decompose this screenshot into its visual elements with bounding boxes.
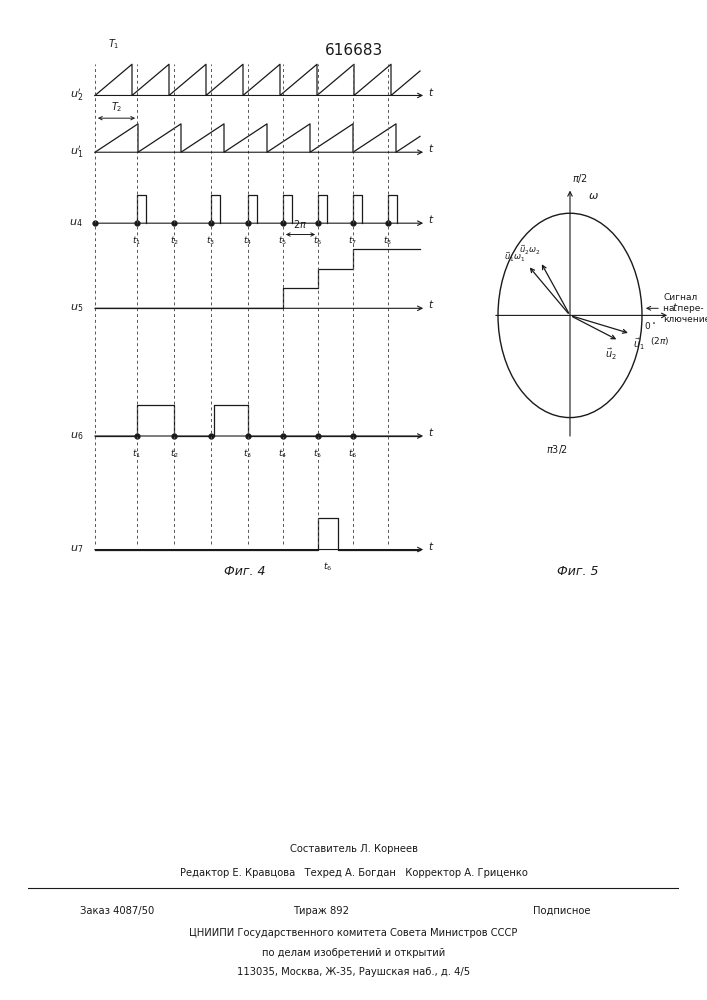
Text: по делам изобретений и открытий: по делам изобретений и открытий — [262, 948, 445, 958]
Text: $t_6$: $t_6$ — [313, 235, 322, 247]
Text: t: t — [428, 215, 432, 225]
Text: $t_2$: $t_2$ — [170, 447, 178, 460]
Text: $t_6$: $t_6$ — [349, 447, 358, 460]
Text: $\vec{u}_2$: $\vec{u}_2$ — [605, 346, 617, 362]
Text: $t_1$: $t_1$ — [132, 447, 141, 460]
Text: $u_7$: $u_7$ — [70, 544, 83, 555]
Text: $2\pi$: $2\pi$ — [293, 218, 308, 230]
Text: Фиг. 4: Фиг. 4 — [224, 565, 266, 578]
Text: $\vec{u}_1\omega_1$: $\vec{u}_1\omega_1$ — [504, 250, 526, 264]
Text: $T_2$: $T_2$ — [111, 100, 122, 114]
Text: t: t — [672, 303, 676, 313]
Text: $t_4$: $t_4$ — [243, 235, 252, 247]
Text: Тираж 892: Тираж 892 — [293, 906, 349, 916]
Text: $u_4$: $u_4$ — [69, 217, 83, 229]
Text: t: t — [428, 144, 432, 154]
Text: Составитель Л. Корнеев: Составитель Л. Корнеев — [289, 844, 418, 854]
Text: $t_5$: $t_5$ — [279, 235, 288, 247]
Text: $\pi 3/2$: $\pi 3/2$ — [546, 443, 568, 456]
Text: $t_8$: $t_8$ — [383, 235, 392, 247]
Text: Подписное: Подписное — [533, 906, 590, 916]
Text: $(2\pi)$: $(2\pi)$ — [650, 335, 670, 347]
Text: $T_1$: $T_1$ — [107, 38, 119, 51]
Text: Фиг. 5: Фиг. 5 — [557, 565, 599, 578]
Text: t: t — [428, 542, 432, 552]
Text: $t_4$: $t_4$ — [279, 447, 288, 460]
Text: t: t — [428, 300, 432, 310]
Text: Заказ 4087/50: Заказ 4087/50 — [81, 906, 155, 916]
Text: Сигнал
на пере-
ключение: Сигнал на пере- ключение — [663, 293, 707, 324]
Text: $t_2$: $t_2$ — [170, 235, 178, 247]
Text: 616683: 616683 — [325, 43, 382, 58]
Text: $\omega$: $\omega$ — [588, 191, 599, 201]
Text: $\vec{u}_1$: $\vec{u}_1$ — [633, 337, 645, 352]
Text: $u_6$: $u_6$ — [69, 430, 83, 442]
Text: $u_1'$: $u_1'$ — [70, 144, 83, 160]
Text: Редактор Е. Кравцова   Техред А. Богдан   Корректор А. Гриценко: Редактор Е. Кравцова Техред А. Богдан Ко… — [180, 868, 527, 878]
Text: $t_1$: $t_1$ — [132, 235, 141, 247]
Text: $t_5$: $t_5$ — [313, 447, 322, 460]
Text: t: t — [428, 428, 432, 438]
Text: $t_3$: $t_3$ — [243, 447, 252, 460]
Text: $u_5$: $u_5$ — [70, 302, 83, 314]
Text: $u_2'$: $u_2'$ — [70, 87, 83, 103]
Text: 113035, Москва, Ж-35, Раушская наб., д. 4/5: 113035, Москва, Ж-35, Раушская наб., д. … — [237, 967, 470, 977]
Text: $t_3$: $t_3$ — [206, 235, 216, 247]
Text: ЦНИИПИ Государственного комитета Совета Министров СССР: ЦНИИПИ Государственного комитета Совета … — [189, 928, 518, 938]
Text: $\vec{u}_2\omega_2$: $\vec{u}_2\omega_2$ — [519, 244, 540, 257]
Text: $\pi/2$: $\pi/2$ — [572, 172, 588, 185]
Text: $t_7$: $t_7$ — [349, 235, 358, 247]
Text: t: t — [428, 88, 432, 98]
Text: $t_6$: $t_6$ — [323, 561, 332, 573]
Text: $0^\circ$: $0^\circ$ — [644, 320, 656, 331]
